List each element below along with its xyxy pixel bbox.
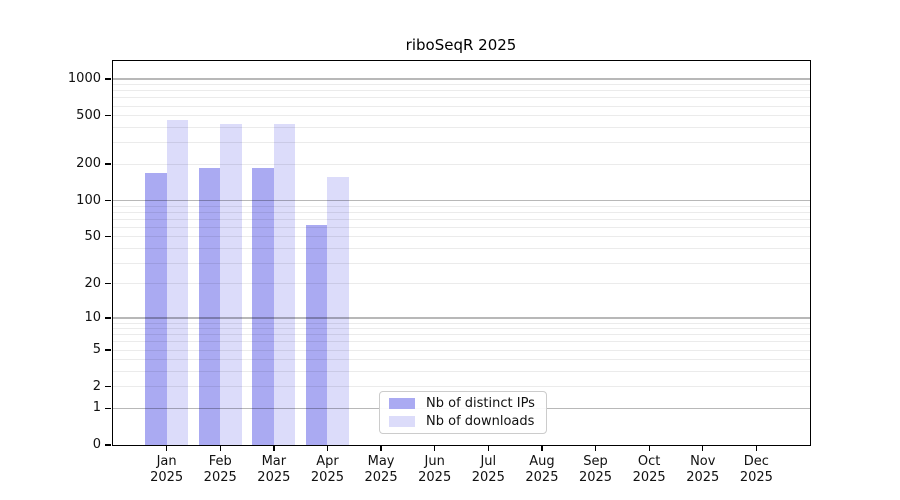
y-axis-tick	[105, 444, 111, 446]
year-label: 2025	[471, 470, 505, 485]
gridline-minor	[113, 163, 810, 165]
y-axis-tick	[105, 163, 111, 165]
x-axis-tick-label-dec: Dec 2025	[721, 454, 791, 486]
bar-nb-of-downloads-feb	[220, 124, 242, 445]
year-label: 2025	[364, 470, 398, 485]
x-axis-tick	[541, 446, 543, 451]
month-label: May	[367, 454, 395, 469]
month-label: Mar	[261, 454, 287, 469]
legend-label-downloads: Nb of downloads	[426, 413, 535, 429]
x-axis-tick-label-jun: Jun 2025	[400, 454, 470, 486]
x-axis-tick	[594, 446, 597, 451]
y-axis-tick-label: 10	[84, 309, 101, 325]
y-axis-tick-label: 0	[92, 437, 101, 452]
x-axis-tick-label-apr: Apr 2025	[292, 454, 362, 486]
gridline-minor	[113, 142, 810, 144]
gridline-minor	[113, 84, 810, 86]
x-axis-tick-label-nov: Nov 2025	[668, 454, 738, 486]
gridline-minor	[113, 126, 810, 128]
y-axis-tick	[105, 78, 111, 80]
y-axis-tick-label: 200	[76, 156, 101, 172]
y-axis-tick-label: 500	[76, 107, 101, 123]
x-axis-tick-label-mar: Mar 2025	[239, 454, 309, 486]
gridline-major	[113, 78, 810, 80]
y-axis-tick	[105, 115, 111, 117]
year-label: 2025	[150, 470, 184, 485]
y-axis-tick-label: 1000	[67, 71, 101, 86]
year-label: 2025	[632, 470, 666, 485]
y-axis-tick-label: 50	[84, 228, 101, 244]
year-label: 2025	[203, 470, 237, 485]
y-axis-tick	[105, 386, 111, 388]
y-axis-tick-label: 20	[84, 275, 101, 291]
legend-swatch-distinct-ips	[389, 398, 415, 410]
legend-swatch-downloads	[389, 415, 415, 427]
x-axis-tick	[166, 446, 168, 451]
x-axis-tick-label-jan: Jan 2025	[132, 454, 202, 486]
x-axis-tick	[273, 446, 275, 451]
x-axis-tick-label-oct: Oct 2025	[614, 454, 684, 486]
x-axis-tick	[702, 446, 704, 451]
month-label: Dec	[743, 454, 769, 469]
month-label: Apr	[316, 454, 339, 469]
y-axis-tick-label: 100	[76, 192, 101, 208]
month-label: Sep	[583, 454, 608, 469]
x-axis-tick	[434, 446, 436, 451]
legend-item-downloads: Nb of downloads	[389, 414, 537, 429]
month-label: Aug	[529, 454, 555, 469]
x-axis-tick-label-sep: Sep 2025	[561, 454, 631, 486]
gridline-minor	[113, 97, 810, 99]
month-label: Oct	[637, 454, 661, 469]
x-axis-tick	[487, 446, 489, 451]
bar-nb-of-downloads-apr	[327, 177, 349, 445]
bar-nb-of-distinct-ips-feb	[198, 167, 221, 445]
y-axis-tick	[105, 349, 111, 351]
chart-title: riboSeqR 2025	[405, 36, 517, 54]
bar-nb-of-distinct-ips-jan	[145, 173, 167, 445]
x-axis-tick	[219, 446, 221, 451]
year-label: 2025	[525, 470, 559, 485]
legend: Nb of distinct IPs Nb of downloads	[379, 391, 547, 434]
x-axis-tick	[326, 446, 329, 451]
x-axis-tick	[380, 446, 382, 451]
x-axis-tick-label-feb: Feb 2025	[185, 454, 255, 486]
month-label: Jan	[156, 454, 177, 469]
x-axis-tick-label-jul: Jul 2025	[453, 454, 523, 486]
year-label: 2025	[310, 470, 344, 485]
bar-nb-of-downloads-jan	[166, 119, 189, 445]
year-label: 2025	[418, 470, 452, 485]
month-label: Nov	[690, 454, 716, 469]
bar-nb-of-distinct-ips-apr	[305, 224, 328, 445]
bar-nb-of-downloads-mar	[273, 123, 296, 445]
month-label: Feb	[208, 454, 232, 469]
year-label: 2025	[686, 470, 720, 485]
y-axis-tick	[105, 317, 111, 319]
month-label: Jul	[480, 454, 497, 469]
y-axis-tick-label: 1	[92, 400, 101, 416]
y-axis-tick	[105, 407, 111, 409]
y-axis-tick	[105, 236, 111, 238]
gridline-minor	[113, 115, 810, 117]
gridline-minor	[113, 105, 810, 107]
y-axis-tick	[105, 283, 111, 285]
month-label: Jun	[424, 454, 445, 469]
year-label: 2025	[257, 470, 291, 485]
legend-label-distinct-ips: Nb of distinct IPs	[426, 396, 535, 412]
legend-item-distinct-ips: Nb of distinct IPs	[389, 396, 537, 411]
x-axis-tick-label-may: May 2025	[346, 454, 416, 486]
x-axis-tick	[648, 446, 650, 451]
y-axis-tick-label: 2	[92, 378, 101, 394]
x-axis-tick-label-aug: Aug 2025	[507, 454, 577, 486]
y-axis-tick	[105, 199, 111, 202]
x-axis-tick	[755, 446, 758, 451]
bar-nb-of-distinct-ips-mar	[252, 167, 274, 445]
year-label: 2025	[578, 470, 613, 485]
plot-area: Nb of distinct IPs Nb of downloads 0 1 2 5 1…	[68, 60, 811, 485]
year-label: 2025	[739, 470, 773, 485]
y-axis-tick-label: 5	[92, 342, 101, 358]
gridline-minor	[113, 90, 810, 92]
